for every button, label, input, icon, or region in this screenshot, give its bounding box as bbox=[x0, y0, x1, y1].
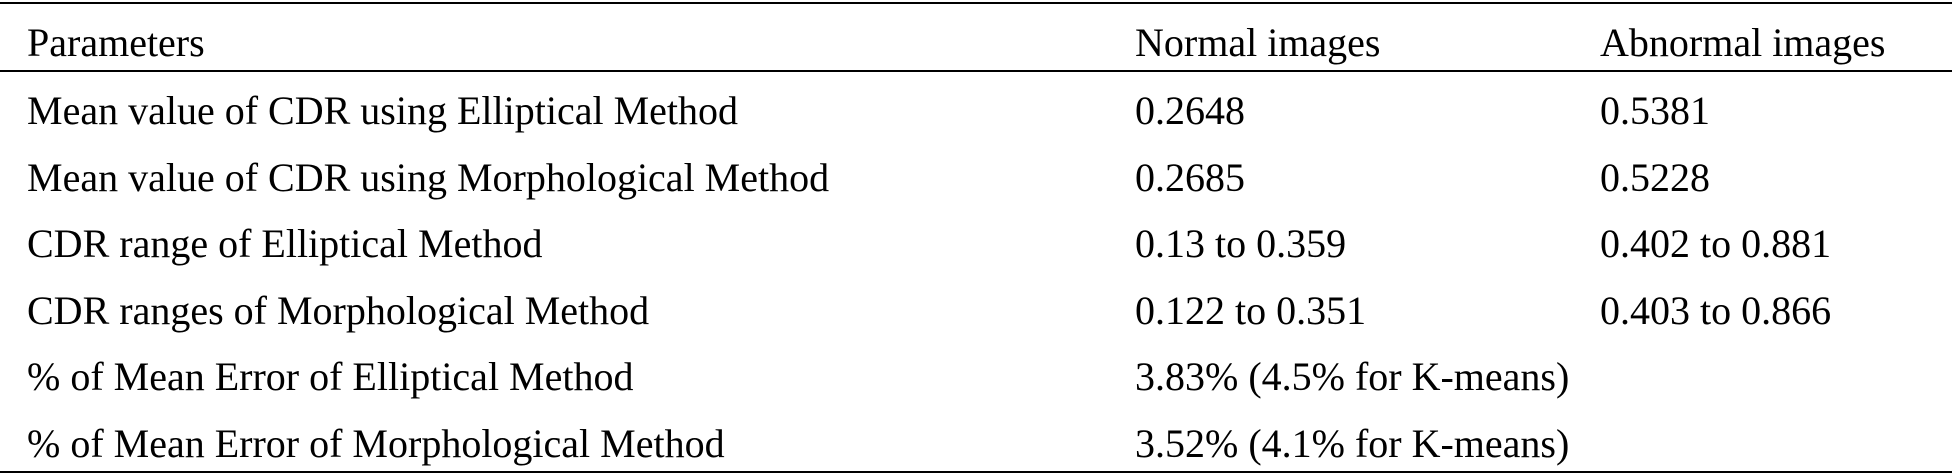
header-cell: Abnormal images bbox=[1600, 20, 1886, 65]
header-rule bbox=[0, 70, 1952, 72]
row-label: % of Mean Error of Morphological Method bbox=[27, 421, 725, 466]
header-cell: Normal images bbox=[1135, 20, 1381, 65]
row-value: 0.5228 bbox=[1600, 155, 1710, 200]
row-value: 0.403 to 0.866 bbox=[1600, 288, 1832, 333]
bottom-rule bbox=[0, 471, 1952, 473]
row-value: 0.5381 bbox=[1600, 88, 1710, 133]
row-label: % of Mean Error of Elliptical Method bbox=[27, 354, 634, 399]
row-value: 0.13 to 0.359 bbox=[1135, 221, 1347, 266]
row-value: 0.2685 bbox=[1135, 155, 1245, 200]
row-label: Mean value of CDR using Morphological Me… bbox=[27, 155, 830, 200]
row-value: 0.122 to 0.351 bbox=[1135, 288, 1367, 333]
row-value: 3.83% (4.5% for K-means) bbox=[1135, 354, 1570, 399]
row-label: CDR range of Elliptical Method bbox=[27, 221, 543, 266]
row-value: 3.52% (4.1% for K-means) bbox=[1135, 421, 1570, 466]
row-value: 0.402 to 0.881 bbox=[1600, 221, 1832, 266]
row-label: CDR ranges of Morphological Method bbox=[27, 288, 650, 333]
header-cell: Parameters bbox=[27, 20, 205, 65]
top-rule bbox=[0, 2, 1952, 4]
row-label: Mean value of CDR using Elliptical Metho… bbox=[27, 88, 738, 133]
row-value: 0.2648 bbox=[1135, 88, 1245, 133]
